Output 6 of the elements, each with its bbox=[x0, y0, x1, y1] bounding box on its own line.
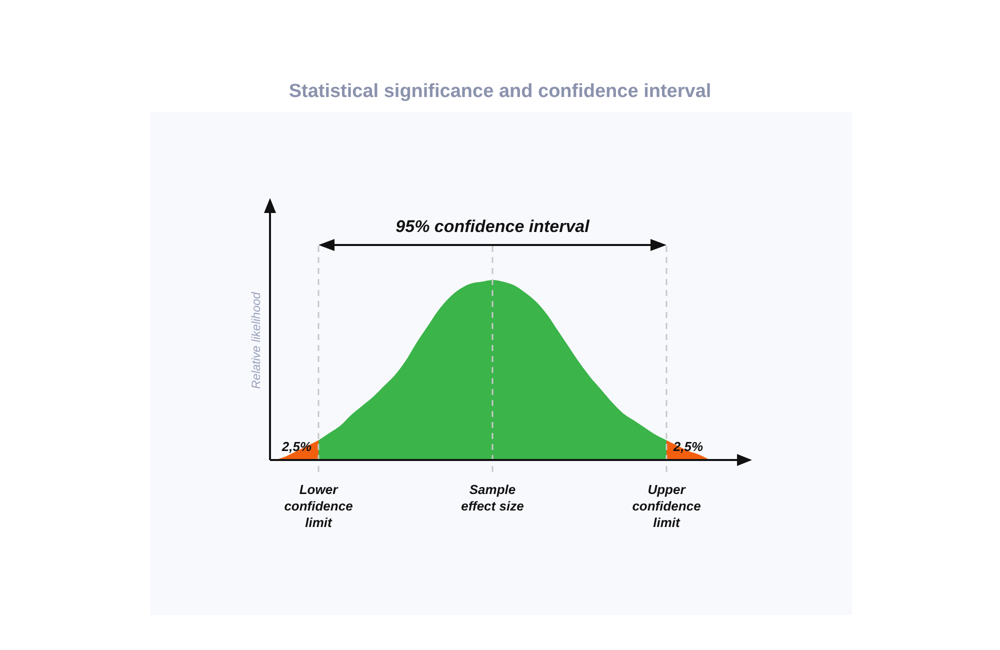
chart-title: Statistical significance and confidence interval bbox=[288, 81, 712, 102]
y-axis-title: Relative likelihood bbox=[249, 292, 263, 389]
x-tick-label: Upper confidence limit bbox=[632, 482, 701, 530]
x-tick-label: Lower confidence limit bbox=[284, 482, 353, 530]
x-tick-label: Sample effect size bbox=[461, 482, 524, 514]
text: 95% confidence interval bbox=[396, 217, 591, 236]
